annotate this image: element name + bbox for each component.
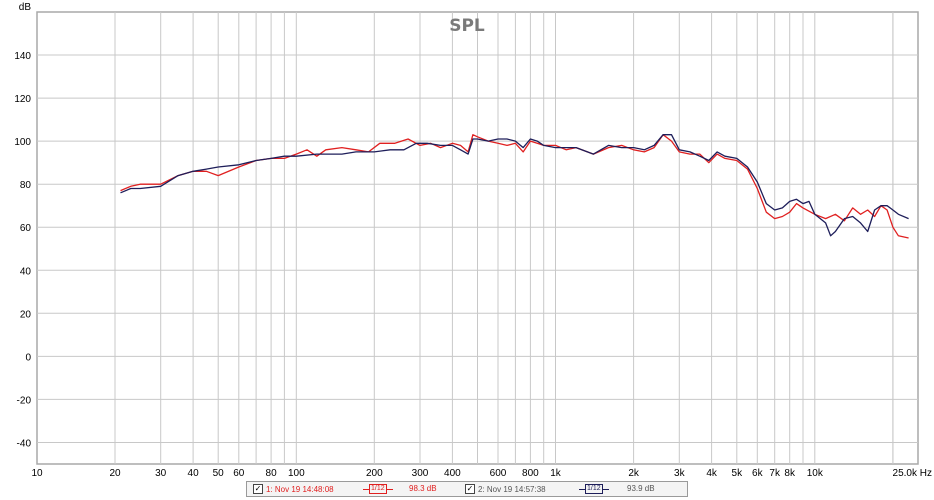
x-tick-label: 40 <box>188 468 200 479</box>
horizontal-gridlines <box>37 54 918 443</box>
series-2-checkbox[interactable]: ✓ <box>465 484 475 494</box>
x-tick-label: 10 <box>31 468 43 479</box>
y-tick-label: 40 <box>20 266 32 277</box>
x-tick-label: 7k <box>769 468 781 479</box>
series-2-level: 93.9 dB <box>627 484 655 493</box>
series-1-name: 1: Nov 19 14:48:08 <box>266 484 334 494</box>
y-tick-label: -40 <box>17 439 32 450</box>
x-tick-label: 1k <box>550 468 562 479</box>
x-tick-labels: 10 20 30 40 50 60 80 100 200 300 400 600 800 1k 2k 3k 4k… <box>31 468 932 479</box>
series-2-line <box>120 134 909 237</box>
y-tick-label: 140 <box>14 51 31 62</box>
series-1-level-value: 98.3 dB <box>409 484 437 493</box>
y-tick-label: 80 <box>20 180 32 191</box>
series-1-level: 98.3 dB <box>409 484 437 493</box>
x-tick-label: 50 <box>213 468 225 479</box>
y-tick-label: -20 <box>17 395 32 406</box>
series-1-smoothing-value: 1/12 <box>369 484 387 494</box>
series-2-name: 2: Nov 19 14:57:38 <box>478 484 546 494</box>
x-tick-label: 300 <box>412 468 429 479</box>
x-tick-label: 60 <box>233 468 245 479</box>
series-1-line <box>120 134 909 239</box>
y-tick-labels: -40 -20 0 20 40 60 80 100 120 140 <box>14 51 31 450</box>
series-2-smoothing-value: 1/12 <box>585 484 603 494</box>
y-tick-label: 0 <box>25 352 31 363</box>
legend-item-series-1: ✓ 1: Nov 19 14:48:08 <box>253 484 334 494</box>
y-axis-label: dB <box>19 2 32 13</box>
x-tick-label: 800 <box>522 468 539 479</box>
legend: ✓ 1: Nov 19 14:48:08 1/12 98.3 dB ✓ 2: N… <box>246 481 688 497</box>
x-tick-label: 600 <box>490 468 507 479</box>
chart-title: SPL <box>449 16 485 36</box>
x-tick-label: 2k <box>628 468 640 479</box>
x-tick-label: 400 <box>444 468 461 479</box>
x-tick-label: 8k <box>784 468 796 479</box>
legend-item-series-2: ✓ 2: Nov 19 14:57:38 <box>465 484 546 494</box>
series-2-smoothing[interactable]: 1/12 <box>579 484 609 494</box>
series-1-smoothing[interactable]: 1/12 <box>363 484 393 494</box>
y-tick-label: 20 <box>20 309 32 320</box>
x-tick-label: 6k <box>752 468 764 479</box>
y-tick-label: 60 <box>20 223 32 234</box>
x-tick-label: 100 <box>288 468 305 479</box>
x-tick-label: 20 <box>109 468 121 479</box>
series-layer <box>120 134 909 239</box>
y-tick-label: 120 <box>14 94 31 105</box>
x-tick-label: 25.0k Hz <box>893 468 932 479</box>
x-tick-label: 200 <box>366 468 383 479</box>
x-tick-label: 30 <box>155 468 167 479</box>
x-tick-label: 10k <box>807 468 824 479</box>
series-2-level-value: 93.9 dB <box>627 484 655 493</box>
x-tick-label: 3k <box>674 468 686 479</box>
y-tick-label: 100 <box>14 137 31 148</box>
x-tick-label: 5k <box>732 468 744 479</box>
vertical-gridlines <box>114 12 894 464</box>
x-tick-label: 4k <box>706 468 718 479</box>
x-tick-label: 80 <box>266 468 278 479</box>
series-1-checkbox[interactable]: ✓ <box>253 484 263 494</box>
